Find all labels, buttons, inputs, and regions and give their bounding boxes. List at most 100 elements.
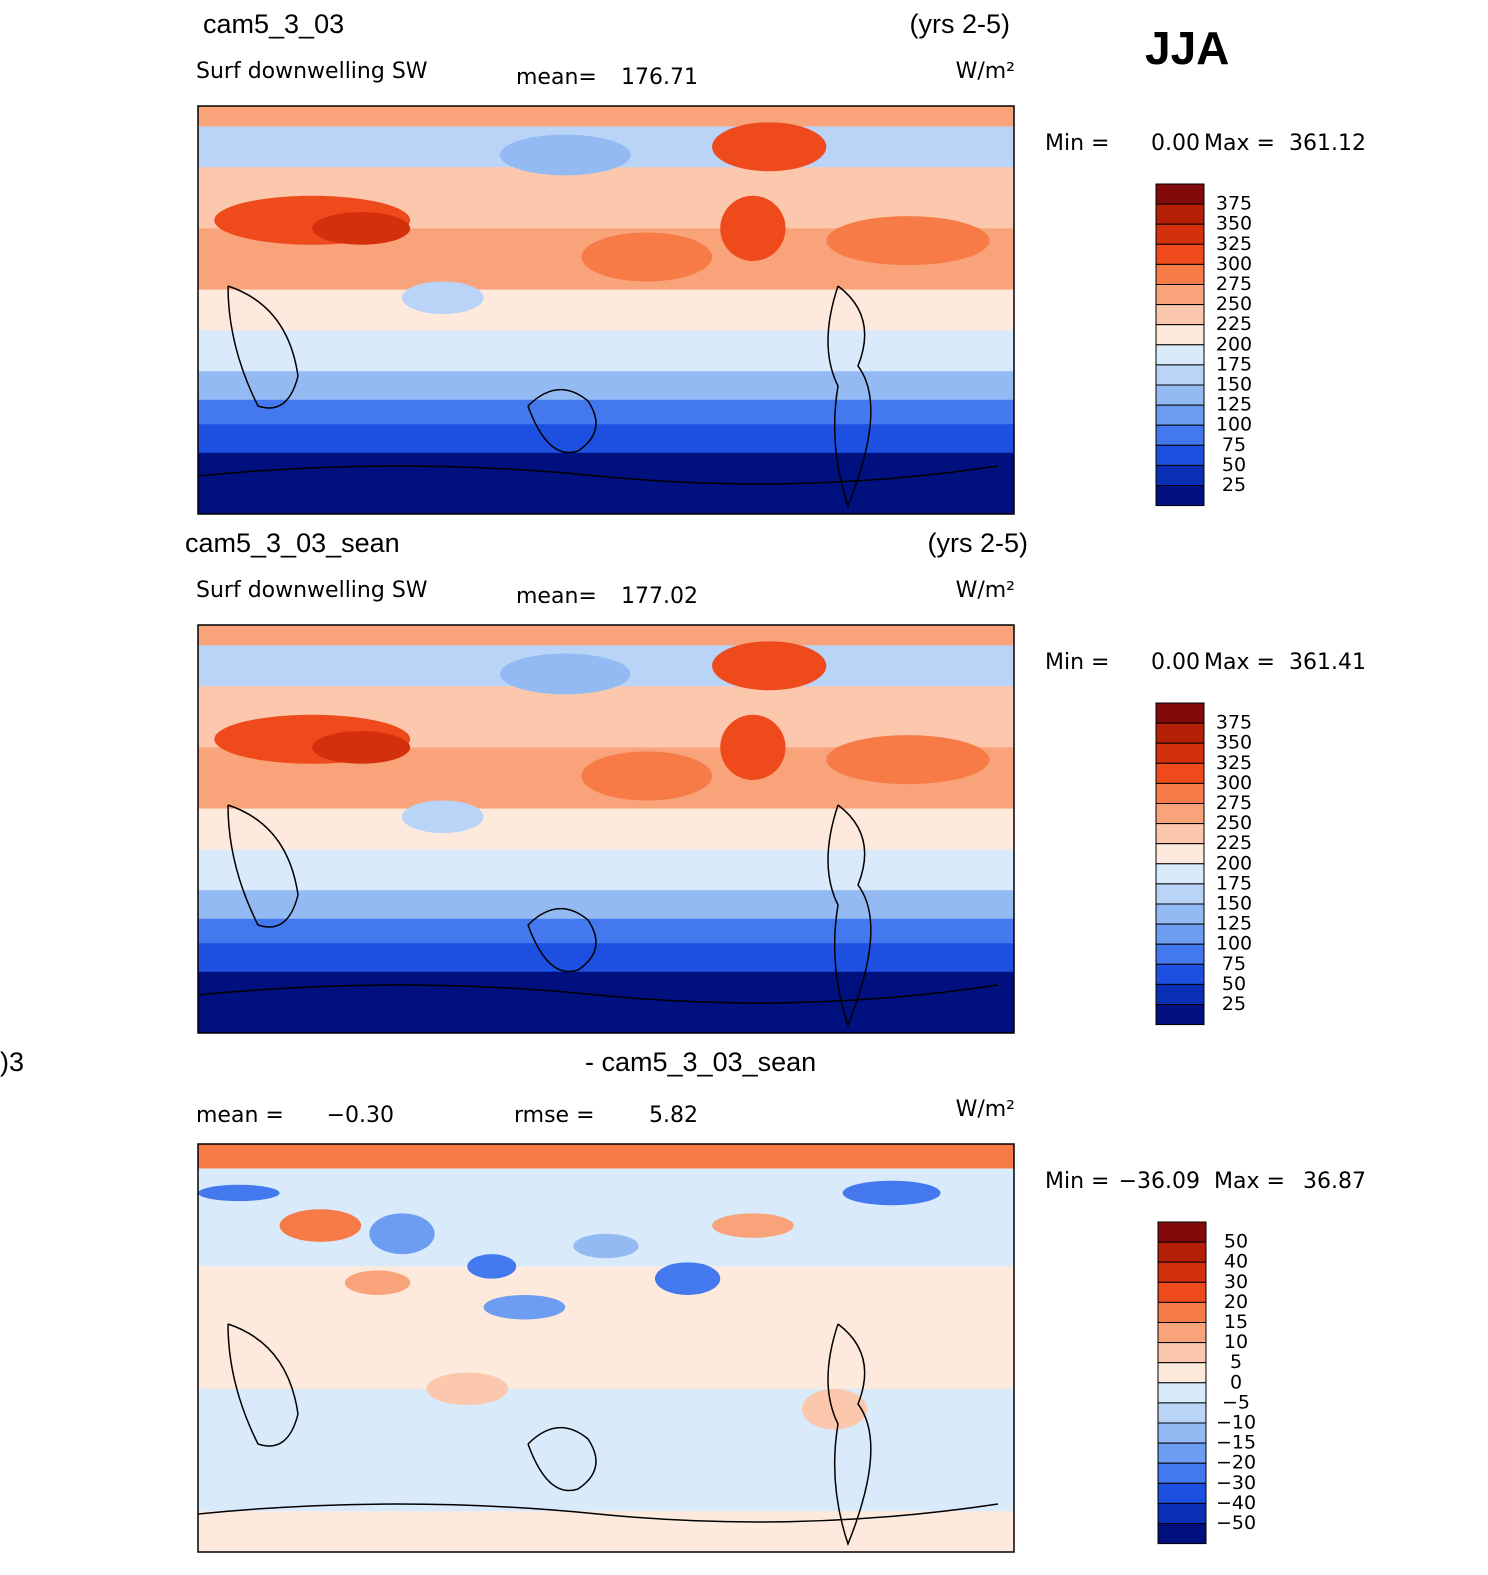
colorbar-box (1155, 344, 1205, 366)
field-blob (842, 1180, 941, 1206)
colorbar-label: 75 (1222, 434, 1246, 456)
field-band (198, 625, 1014, 647)
colorbar-label: 225 (1216, 313, 1252, 335)
colorbar-box (1155, 485, 1205, 507)
case-title: )3 (0, 1047, 24, 1077)
coastline (198, 1323, 999, 1547)
field-blob (426, 1372, 509, 1406)
colorbar-box (1155, 823, 1205, 845)
colorbar-box (1157, 1221, 1207, 1243)
min-value: 0.00 (1151, 650, 1200, 675)
colorbar-label: 250 (1216, 293, 1252, 315)
field-blob (654, 1262, 721, 1295)
colorbar-label: 175 (1216, 872, 1252, 894)
field-blob (581, 751, 713, 801)
colorbar-box (1155, 803, 1205, 825)
colorbar-box (1155, 883, 1205, 905)
field-blob (712, 1213, 794, 1238)
colorbar-label: −20 (1216, 1452, 1256, 1474)
colorbar-label: 150 (1216, 374, 1252, 396)
field-band (198, 452, 1014, 514)
field-blob (312, 731, 411, 764)
colorbar-label: 40 (1224, 1251, 1248, 1273)
colorbar-label: 375 (1216, 193, 1252, 215)
colorbar-label: 10 (1224, 1331, 1248, 1353)
colorbar-box (1155, 223, 1205, 245)
field-band (198, 289, 1014, 332)
colorbar-label: 50 (1222, 973, 1246, 995)
field-blob (402, 800, 484, 834)
field-band (198, 330, 1014, 373)
min-value: 0.00 (1151, 131, 1200, 156)
colorbar-label: −10 (1216, 1412, 1256, 1434)
colorbar-box (1155, 843, 1205, 865)
colorbar-label: 125 (1216, 913, 1252, 935)
colorbar-box (1155, 404, 1205, 426)
colorbar-label: 300 (1216, 253, 1252, 275)
coastline (198, 285, 999, 509)
colorbar-label: 275 (1216, 273, 1252, 295)
field-blob (344, 1270, 411, 1295)
colorbar-label: 325 (1216, 233, 1252, 255)
colorbar-box (1157, 1322, 1207, 1344)
field-blob (402, 281, 484, 315)
field-band (198, 1144, 1014, 1170)
units: W/m² (956, 59, 1015, 84)
colorbar-box (1157, 1301, 1207, 1324)
colorbar-box (1157, 1382, 1207, 1404)
colorbar-label: 25 (1222, 474, 1246, 496)
colorbar-box (1157, 1402, 1207, 1424)
colorbar-label: −40 (1216, 1492, 1256, 1514)
colorbar-box (1155, 903, 1205, 925)
season-title: JJA (1145, 22, 1229, 74)
colorbar-box (1157, 1362, 1207, 1384)
mean-value: −0.30 (327, 1103, 394, 1128)
colorbar-label: 30 (1224, 1271, 1248, 1293)
colorbar-box (1157, 1482, 1207, 1504)
colorbar-label: 350 (1216, 732, 1252, 754)
min-label: Min = (1045, 1169, 1109, 1194)
mean-value: 177.02 (621, 584, 698, 609)
colorbar-label: 175 (1216, 353, 1252, 375)
colorbar-box (1155, 424, 1205, 446)
colorbar-box (1155, 324, 1205, 346)
min-value: −36.09 (1119, 1169, 1200, 1194)
mean-label: mean = (196, 1103, 284, 1128)
colorbar-label: −15 (1216, 1432, 1256, 1454)
colorbar-box (1155, 963, 1205, 985)
colorbar-label: 15 (1224, 1311, 1248, 1333)
colorbar-box (1155, 782, 1205, 805)
map-field (198, 625, 1014, 1033)
colorbar-box (1157, 1502, 1207, 1525)
field-band (198, 849, 1014, 892)
colorbar-box (1155, 923, 1205, 945)
colorbar-box (1157, 1422, 1207, 1444)
mean-value: 176.71 (621, 65, 698, 90)
field-blob (720, 195, 786, 262)
field-blob (467, 1254, 517, 1279)
colorbar-box (1157, 1261, 1207, 1283)
field-band (198, 971, 1014, 1033)
colorbar-label: 20 (1224, 1291, 1248, 1313)
field-blob (312, 212, 411, 245)
mean-label: mean= (516, 65, 597, 90)
colorbar-box (1155, 203, 1205, 225)
period: (yrs 2-5) (910, 9, 1011, 39)
field-band (198, 890, 1014, 920)
max-value: 361.41 (1289, 650, 1366, 675)
field-band (198, 1266, 1014, 1390)
field-blob (279, 1209, 362, 1242)
max-label: Max = (1204, 131, 1275, 156)
map-field (198, 1144, 1014, 1552)
colorbar-box (1155, 762, 1205, 784)
colorbar-label: −5 (1222, 1391, 1250, 1413)
colorbar-box (1155, 304, 1205, 326)
colorbar-box (1157, 1523, 1207, 1545)
colorbar-box (1155, 702, 1205, 724)
colorbar-box (1155, 863, 1205, 885)
colorbar-box (1155, 243, 1205, 265)
colorbar-label: −50 (1216, 1512, 1256, 1534)
colorbar-label: 25 (1222, 993, 1246, 1015)
max-value: 36.87 (1303, 1169, 1366, 1194)
colorbar-box (1155, 444, 1205, 466)
